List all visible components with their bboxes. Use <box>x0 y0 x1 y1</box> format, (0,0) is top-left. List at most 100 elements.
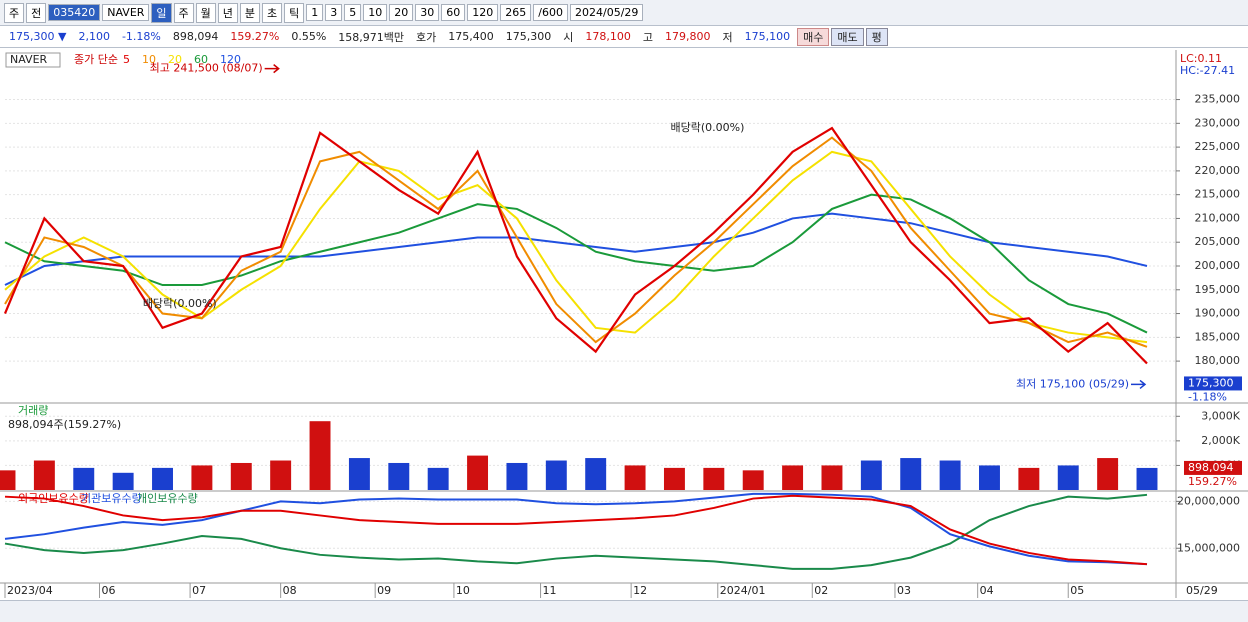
x-tick-label: 06 <box>102 584 116 597</box>
toolbar-item[interactable]: 158,971백만 <box>333 28 410 45</box>
volume-bar <box>624 465 646 490</box>
volume-bar <box>663 467 685 490</box>
hc-label: HC:-27.41 <box>1180 64 1235 77</box>
annotation: 배당락(0.00%) <box>671 121 745 134</box>
toolbar-item[interactable]: 틱 <box>284 2 305 23</box>
annotation-arrow <box>264 64 280 74</box>
toolbar-item[interactable]: 분 <box>239 2 261 23</box>
toolbar-item[interactable]: 035420 <box>48 4 101 21</box>
volume-bar <box>73 467 95 490</box>
y-tick-label: 190,000 <box>1195 307 1241 320</box>
toolbar: 주 전 035420 NAVER 일 주 월 년 분 초 틱 1 3 5 10 20 30 60 120 265/60… <box>0 0 1248 26</box>
toolbar-item[interactable]: 매수 <box>797 27 830 46</box>
toolbar-item[interactable]: 주 <box>173 2 194 23</box>
toolbar-item[interactable]: 178,100 <box>580 30 636 43</box>
volume-bar <box>703 467 725 490</box>
volume-bar <box>506 462 528 490</box>
volume-bar <box>545 460 567 490</box>
volume-bar <box>467 455 489 490</box>
toolbar-item[interactable]: NAVER <box>102 4 150 21</box>
volume-bar <box>309 421 331 490</box>
legend-entry: 60 <box>194 53 208 66</box>
volume-bar <box>427 467 449 490</box>
toolbar-item[interactable]: 주 <box>4 2 25 23</box>
legend-entry: 기관보유수량 <box>81 492 142 505</box>
toolbar-item[interactable]: 평 <box>865 27 888 46</box>
toolbar-item[interactable]: 2,100 <box>73 30 115 43</box>
legend-name: NAVER <box>10 53 48 66</box>
toolbar-item[interactable]: 1 <box>306 4 324 21</box>
toolbar-item[interactable]: 175,100 <box>739 30 796 43</box>
series-line <box>4 136 1148 348</box>
legend-entry: 20 <box>168 53 182 66</box>
y-tick-label: 215,000 <box>1195 188 1241 201</box>
y-tick-label: 185,000 <box>1195 330 1241 343</box>
annotation: 최고 241,500 (08/07) <box>150 62 263 75</box>
volume-bar <box>388 462 410 490</box>
volume-bar <box>860 460 882 490</box>
toolbar-item[interactable]: 년 <box>217 2 238 23</box>
volume-bar <box>33 460 55 490</box>
toolbar-item[interactable]: 175,400 <box>443 30 499 43</box>
series-line <box>4 493 1148 570</box>
toolbar-item[interactable]: 10 <box>363 4 388 21</box>
toolbar-item[interactable]: 저 <box>717 28 738 45</box>
price-tag-bg <box>1184 460 1242 475</box>
x-tick-label: 08 <box>283 584 297 597</box>
x-tick-label: 05 <box>1070 584 1084 597</box>
toolbar-item[interactable]: 0.55% <box>286 30 332 43</box>
y-tick-label: 195,000 <box>1195 283 1241 296</box>
toolbar-item[interactable]: 3 <box>325 4 343 21</box>
toolbar-item[interactable]: 175,300 <box>500 30 557 43</box>
legend-entry: 개인보유수량 <box>137 492 198 505</box>
x-tick-label: 11 <box>543 584 557 597</box>
y-tick-label: 2,000K <box>1201 434 1240 447</box>
toolbar-item[interactable]: 전 <box>26 2 47 23</box>
toolbar-item[interactable]: 호가 <box>411 28 442 45</box>
toolbar-item[interactable]: 시 <box>558 28 579 45</box>
price-tag: 175,300 <box>1188 376 1234 389</box>
toolbar-item[interactable]: -1.18% <box>116 30 166 43</box>
toolbar-item[interactable]: 30 <box>415 4 440 21</box>
toolbar-item[interactable]: 일 <box>151 2 172 23</box>
toolbar-item[interactable]: 초 <box>262 2 283 23</box>
toolbar-item[interactable]: 20 <box>389 4 414 21</box>
scrollbar[interactable] <box>0 600 1248 622</box>
price-tag: 898,094 <box>1188 461 1234 474</box>
legend-prefix: 종가 단순 <box>74 53 118 66</box>
lc-label: LC:0.11 <box>1180 52 1222 65</box>
toolbar-item[interactable]: 898,094 <box>167 30 224 43</box>
legend-box <box>5 52 61 68</box>
toolbar-item[interactable]: 265 <box>500 4 532 21</box>
price-tag-change: 159.27% <box>1188 475 1237 488</box>
toolbar-item[interactable]: 175,300 ▼ <box>4 30 72 43</box>
toolbar-item[interactable]: 고 <box>637 28 659 45</box>
price-tag-change: -1.18% <box>1188 390 1227 403</box>
volume-bar <box>979 465 1000 490</box>
volume-bar <box>782 465 804 490</box>
x-end-label: 05/29 <box>1186 584 1218 597</box>
toolbar-item[interactable]: 60 <box>441 4 466 21</box>
y-tick-label: 200,000 <box>1195 259 1241 272</box>
chart: 180,000 185,000 190,000 195,000 200,000 205,0… <box>0 48 1248 600</box>
toolbar-item[interactable]: 2024/05/29 <box>570 4 644 21</box>
x-tick-label: 03 <box>897 584 911 597</box>
toolbar-item[interactable]: 159.27% <box>225 30 285 43</box>
x-tick-label: 04 <box>980 584 994 597</box>
toolbar-item[interactable]: 월 <box>195 2 216 23</box>
toolbar-item[interactable]: /600 <box>533 4 568 21</box>
toolbar-item[interactable]: 179,800 <box>660 30 716 43</box>
volume-bar <box>1136 467 1158 490</box>
legend-entry: 120 <box>220 53 241 66</box>
x-tick-label: 02 <box>814 584 828 597</box>
toolbar-item[interactable]: 5 <box>344 4 362 21</box>
volume-bar <box>152 467 173 490</box>
toolbar-item[interactable]: 매도 <box>831 27 864 46</box>
price-tag-bg <box>1184 376 1242 391</box>
legend-entry: 10 <box>142 53 156 66</box>
y-tick-label: 210,000 <box>1195 211 1241 224</box>
y-tick-label: 205,000 <box>1195 235 1241 248</box>
x-tick-label: 2023/04 <box>7 584 53 597</box>
y-tick-label: 3,000K <box>1201 409 1240 422</box>
toolbar-item[interactable]: 120 <box>467 4 499 21</box>
